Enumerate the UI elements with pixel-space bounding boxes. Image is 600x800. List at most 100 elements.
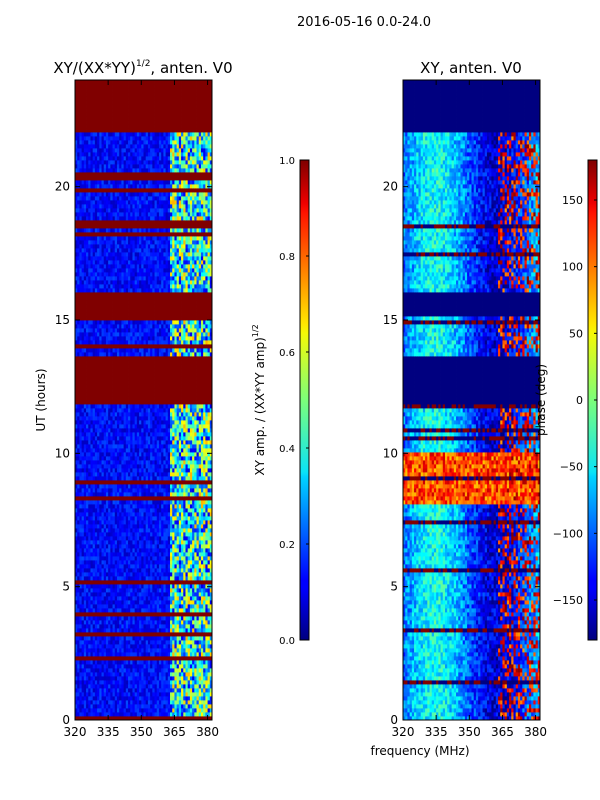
heatmap-cell <box>116 420 120 425</box>
heatmap-cell <box>161 588 164 593</box>
heatmap-cell <box>203 420 206 425</box>
heatmap-cell <box>136 528 140 533</box>
heatmap-cell <box>189 408 193 413</box>
heatmap-cell <box>112 556 116 561</box>
heatmap-cell <box>183 548 186 553</box>
heatmap-cell <box>94 528 98 533</box>
heatmap-cell <box>92 488 96 493</box>
heatmap-cell <box>176 404 180 409</box>
heatmap-cell <box>183 420 186 425</box>
heatmap-cell <box>203 432 206 437</box>
heatmap-cell <box>209 612 212 617</box>
heatmap-cell <box>114 580 118 585</box>
heatmap-cell <box>79 540 83 545</box>
heatmap-cell <box>77 556 80 561</box>
heatmap-cell <box>88 468 91 473</box>
heatmap-cell <box>183 524 186 529</box>
heatmap-cell <box>94 608 98 613</box>
heatmap-cell <box>141 428 144 433</box>
heatmap-cell <box>198 520 202 525</box>
heatmap-cell <box>97 432 100 437</box>
heatmap-cell <box>116 460 120 465</box>
heatmap-cell <box>152 572 155 577</box>
heatmap-cell <box>134 400 138 405</box>
heatmap-cell <box>99 508 102 513</box>
heatmap-cell <box>134 508 138 513</box>
heatmap-cell <box>90 672 94 677</box>
heatmap-cell <box>128 444 131 449</box>
heatmap-cell <box>86 512 89 517</box>
heatmap-cell <box>121 628 125 633</box>
heatmap-cell <box>128 644 131 649</box>
heatmap-cell <box>119 680 122 685</box>
heatmap-cell <box>94 688 98 693</box>
heatmap-cell <box>185 688 189 693</box>
heatmap-cell <box>116 652 120 657</box>
heatmap-cell <box>77 688 80 693</box>
heatmap-cell <box>196 416 200 421</box>
heatmap-cell <box>134 464 138 469</box>
heatmap-cell <box>170 628 173 633</box>
heatmap-cell <box>181 468 184 473</box>
heatmap-cell <box>123 672 127 677</box>
heatmap-cell <box>154 652 158 657</box>
heatmap-cell <box>147 524 151 529</box>
heatmap-cell <box>99 712 102 717</box>
heatmap-cell <box>150 504 153 509</box>
heatmap-cell <box>94 408 98 413</box>
heatmap-cell <box>158 488 162 493</box>
heatmap-cell <box>172 540 175 545</box>
heatmap-cell <box>81 472 85 477</box>
heatmap-cell <box>112 480 116 485</box>
heatmap-cell <box>200 624 204 629</box>
heatmap-cell <box>114 620 118 625</box>
heatmap-cell <box>94 604 98 609</box>
heatmap-cell <box>134 528 138 533</box>
heatmap-cell <box>139 572 142 577</box>
heatmap-cell <box>112 420 116 425</box>
heatmap-cell <box>154 656 158 661</box>
heatmap-cell <box>132 596 136 601</box>
heatmap-cell <box>196 680 200 685</box>
heatmap-cell <box>196 712 200 717</box>
heatmap-cell <box>116 508 120 513</box>
heatmap-cell <box>97 516 100 521</box>
heatmap-cell <box>192 540 195 545</box>
heatmap-cell <box>209 636 212 641</box>
heatmap-cell <box>103 644 107 649</box>
heatmap-cell <box>181 564 184 569</box>
heatmap-cell <box>154 504 158 509</box>
heatmap-cell <box>97 564 100 569</box>
heatmap-cell <box>116 468 120 473</box>
heatmap-cell <box>165 536 169 541</box>
heatmap-cell <box>116 576 120 581</box>
heatmap-cell <box>203 600 206 605</box>
heatmap-cell <box>94 488 98 493</box>
heatmap-cell <box>130 488 133 493</box>
heatmap-cell <box>198 604 202 609</box>
heatmap-cell <box>86 656 89 661</box>
heatmap-cell <box>147 684 151 689</box>
heatmap-cell <box>119 636 122 641</box>
heatmap-cell <box>189 436 193 441</box>
heatmap-cell <box>145 568 149 573</box>
heatmap-cell <box>134 596 138 601</box>
heatmap-cell <box>105 500 109 505</box>
heatmap-cell <box>136 404 140 409</box>
heatmap-cell <box>196 700 200 705</box>
heatmap-cell <box>79 660 83 665</box>
heatmap-cell <box>92 616 96 621</box>
heatmap-cell <box>185 644 189 649</box>
heatmap-cell <box>88 708 91 713</box>
heatmap-cell <box>209 496 212 501</box>
heatmap-cell <box>112 396 116 401</box>
heatmap-cell <box>145 532 149 537</box>
heatmap-cell <box>154 636 158 641</box>
heatmap-cell <box>75 436 78 441</box>
heatmap-cell <box>134 680 138 685</box>
heatmap-cell <box>94 716 98 720</box>
heatmap-cell <box>196 564 200 569</box>
heatmap-cell <box>108 676 111 681</box>
heatmap-cell <box>163 596 166 601</box>
heatmap-cell <box>103 508 107 513</box>
